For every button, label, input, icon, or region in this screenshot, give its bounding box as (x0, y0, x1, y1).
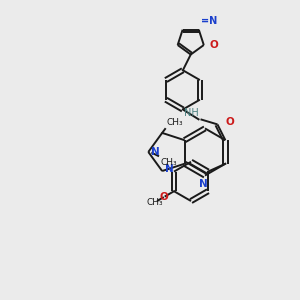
Text: CH₃: CH₃ (147, 197, 164, 206)
Text: N: N (165, 164, 174, 174)
Text: NH: NH (184, 108, 199, 118)
Text: O: O (225, 117, 234, 128)
Text: N: N (151, 147, 160, 157)
Text: N: N (199, 179, 207, 189)
Text: CH₃: CH₃ (166, 118, 183, 127)
Text: O: O (159, 192, 168, 202)
Text: O: O (210, 40, 218, 50)
Text: =N: =N (201, 16, 217, 26)
Text: CH₃: CH₃ (160, 158, 177, 167)
